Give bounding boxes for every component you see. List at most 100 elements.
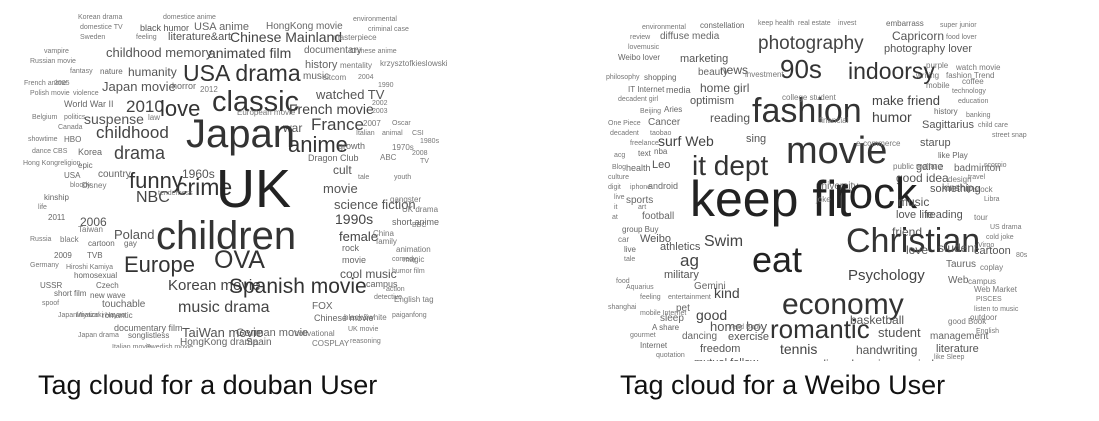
douban-tag: life [38, 204, 47, 211]
douban-tag: black [60, 235, 79, 244]
douban-tag: touchable [102, 299, 146, 310]
douban-tag: epic [78, 161, 93, 170]
douban-tag: CBS [53, 148, 68, 155]
weibo-tag: Weibo lover [618, 53, 661, 62]
weibo-tag: Taurus [946, 259, 977, 270]
douban-tag: cult [333, 163, 352, 177]
weibo-tag: good [696, 307, 728, 323]
douban-tag: Korean drama [78, 14, 123, 21]
douban-tag: spoof [42, 300, 60, 307]
douban-tag: science fiction [334, 197, 416, 212]
douban-tag: Spain [246, 337, 272, 348]
douban-tag: Korean movie [168, 277, 261, 294]
weibo-tag: gourmet [630, 332, 656, 339]
douban-tag: Japan [186, 112, 295, 156]
weibo-tag: tale [624, 256, 636, 263]
weibo-tag: make friend [872, 93, 940, 108]
douban-tag: fantasy [70, 68, 93, 75]
douban-tag: Europe [124, 252, 195, 277]
weibo-tag: dancing [682, 331, 718, 342]
weibo-tag: super junior [940, 22, 977, 29]
weibo-tag: good idea [896, 171, 949, 185]
weibo-tag: digit [608, 184, 621, 191]
douban-tag: music drama [178, 299, 270, 316]
weibo-tag: joke [816, 195, 831, 204]
weibo-tag: review [630, 34, 651, 41]
weibo-tag: Web [948, 275, 969, 286]
weibo-tag: management [930, 331, 989, 342]
weibo-tag: media [666, 85, 691, 95]
douban-tag: humanity [128, 65, 177, 79]
weibo-tag: watch movie [956, 63, 1001, 72]
douban-tag: paiganfong [392, 312, 427, 319]
douban-tag: UK drama [402, 205, 439, 214]
weibo-tag: food [616, 278, 630, 285]
douban-tag: tale [358, 174, 370, 181]
weibo-tag: purple [926, 61, 949, 70]
weibo-tag: starup [920, 137, 951, 149]
douban-tag: Disney [82, 181, 107, 190]
weibo-tag: like Play [938, 151, 968, 160]
weibo-tag: sing [746, 133, 767, 145]
weibo-tag: tennis [780, 341, 818, 357]
douban-tag: Canada [58, 124, 83, 131]
douban-tag: COSPLAY [312, 339, 350, 348]
douban-tag: CSI [412, 130, 424, 137]
douban-tag: feeling [136, 34, 157, 41]
douban-tag: watched TV [316, 87, 385, 102]
weibo-tag: military [664, 269, 699, 281]
douban-tag: animation [396, 245, 431, 254]
douban-tag: humor film [392, 268, 425, 275]
weibo-tag: shopping [644, 73, 677, 82]
douban-tag: Hong Kong [23, 160, 59, 167]
weibo-tag: humor [872, 109, 912, 125]
weibo-tag: PISCES [976, 296, 1002, 303]
douban-tag: USA [64, 171, 81, 180]
douban-tag: Japan drama [78, 332, 119, 339]
weibo-tag: fashion Trend [946, 71, 995, 80]
weibo-tag: Virgo [978, 242, 995, 249]
douban-tag: TaiWan movie [182, 325, 264, 340]
douban-tag: 2003 [372, 108, 388, 115]
weibo-tag: love life [896, 209, 934, 221]
douban-tag: reasoning [350, 338, 381, 345]
weibo-tag: sleep [660, 313, 684, 324]
douban-tag: 1970s [392, 143, 414, 152]
douban-tag: short anime [392, 217, 440, 227]
douban-tag: domestice anime [163, 14, 216, 21]
weibo-tag: college student [782, 93, 836, 102]
weibo-tag: reading [710, 111, 751, 125]
douban-tag: USA anime [194, 21, 250, 33]
weibo-tag: financial [819, 116, 849, 125]
weibo-tag: news [720, 63, 749, 77]
weibo-tag: technology [952, 88, 986, 95]
douban-tag: dance [32, 148, 52, 155]
weibo-tag: 90s [780, 54, 822, 84]
douban-tag: European movie [237, 108, 296, 117]
weibo-tag: A share [652, 323, 680, 332]
weibo-tag: student [938, 241, 978, 255]
weibo-tag: photography [758, 33, 864, 54]
douban-tag: German movie [236, 327, 309, 339]
douban-tag: France [311, 115, 364, 134]
weibo-tag: Aries [664, 105, 683, 114]
weibo-tag: love [906, 243, 929, 257]
weibo-tag: child care [978, 122, 1008, 129]
weibo-tag: badminton [954, 163, 1001, 174]
douban-tag: suspense [84, 111, 144, 127]
weibo-tag: freelance [630, 140, 659, 147]
weibo-tag: decadent girl [618, 96, 659, 103]
weibo-tag: fashion [752, 92, 862, 130]
weibo-tag: art [638, 204, 647, 211]
weibo-tag: beauty [698, 67, 729, 78]
weibo-tag: real estate [798, 20, 831, 27]
douban-tag: Japan movie [102, 79, 176, 94]
weibo-tag: entertainment [668, 294, 711, 301]
weibo-tag: cold joke [986, 234, 1014, 241]
weibo-tag: romantic [770, 314, 870, 344]
weibo-tag: writing [916, 71, 940, 80]
douban-tag: OVA [214, 246, 265, 274]
douban-tag: literature&art [168, 31, 231, 43]
douban-tag: politics [64, 114, 86, 121]
weibo-tag: good Book [948, 317, 987, 326]
